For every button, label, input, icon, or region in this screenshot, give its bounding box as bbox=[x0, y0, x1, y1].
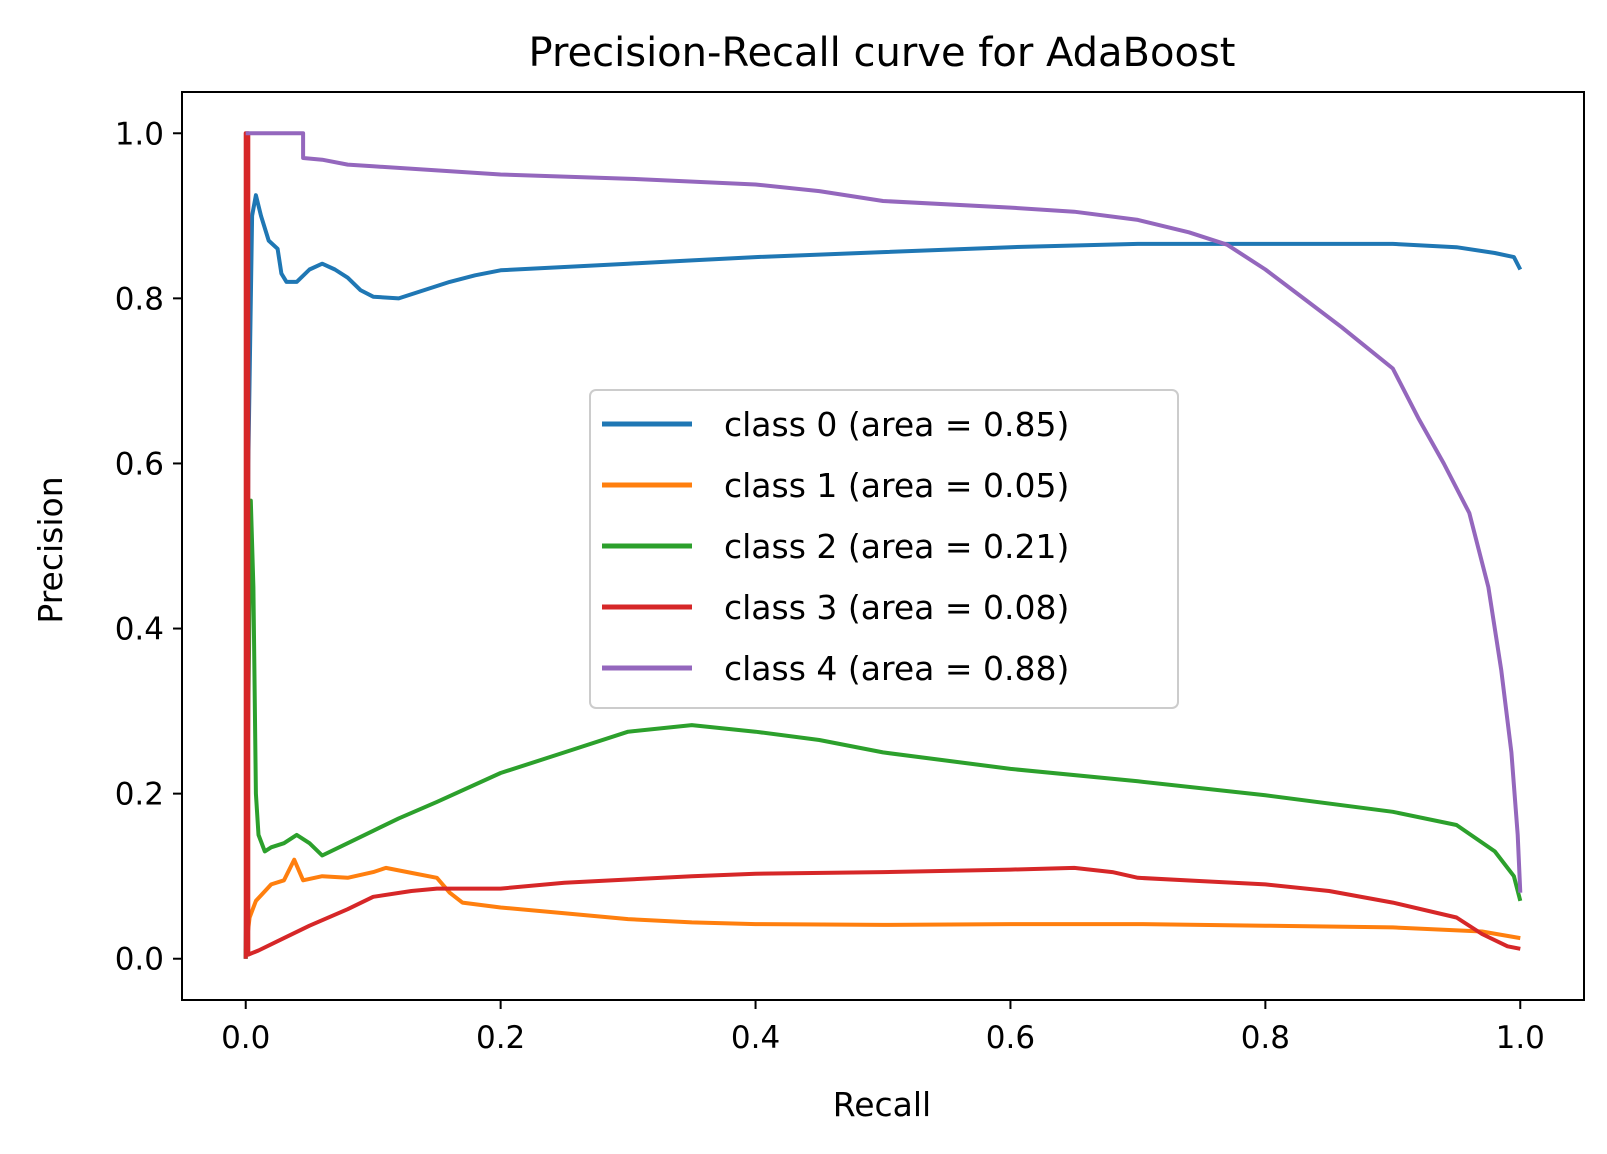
y-tick-label: 0.8 bbox=[115, 281, 164, 317]
y-tick-label: 1.0 bbox=[115, 116, 164, 152]
series-line-class-4 bbox=[245, 131, 1523, 893]
series-line-class-3 bbox=[243, 131, 1521, 959]
legend-label: class 0 (area = 0.85) bbox=[724, 405, 1069, 444]
y-tick-label: 0.6 bbox=[115, 446, 164, 482]
plot-frame bbox=[181, 91, 1585, 1001]
x-tick-label: 0.4 bbox=[731, 1020, 780, 1056]
x-tick-label: 0.6 bbox=[986, 1020, 1035, 1056]
legend-label: class 2 (area = 0.21) bbox=[724, 527, 1069, 566]
x-axis-label: Recall bbox=[833, 1085, 931, 1124]
x-tick-label: 1.0 bbox=[1496, 1020, 1545, 1056]
legend: class 0 (area = 0.85) class 1 (area = 0.0… bbox=[589, 389, 1179, 709]
series-line-class-1 bbox=[243, 857, 1521, 951]
legend-label: class 3 (area = 0.08) bbox=[724, 588, 1069, 627]
y-axis: 0.0 0.2 0.4 0.6 0.8 1.0 bbox=[115, 116, 182, 978]
y-tick-label: 0.4 bbox=[115, 612, 164, 648]
y-tick-label: 0.0 bbox=[115, 942, 164, 978]
x-axis: 0.0 0.2 0.4 0.6 0.8 1.0 bbox=[221, 1000, 1545, 1056]
x-tick-label: 0.2 bbox=[476, 1020, 525, 1056]
x-tick-label: 0.8 bbox=[1241, 1020, 1290, 1056]
y-axis-label: Precision bbox=[31, 476, 70, 623]
series-line-class-2 bbox=[243, 498, 1523, 959]
x-tick-label: 0.0 bbox=[221, 1020, 270, 1056]
legend-box bbox=[589, 389, 1179, 709]
y-tick-label: 0.2 bbox=[115, 777, 164, 813]
series-line-class-0 bbox=[243, 193, 1523, 959]
chart-title: Precision-Recall curve for AdaBoost bbox=[529, 30, 1236, 76]
legend-label: class 4 (area = 0.88) bbox=[724, 649, 1069, 688]
series-group bbox=[243, 131, 1523, 959]
legend-label: class 1 (area = 0.05) bbox=[724, 466, 1069, 505]
